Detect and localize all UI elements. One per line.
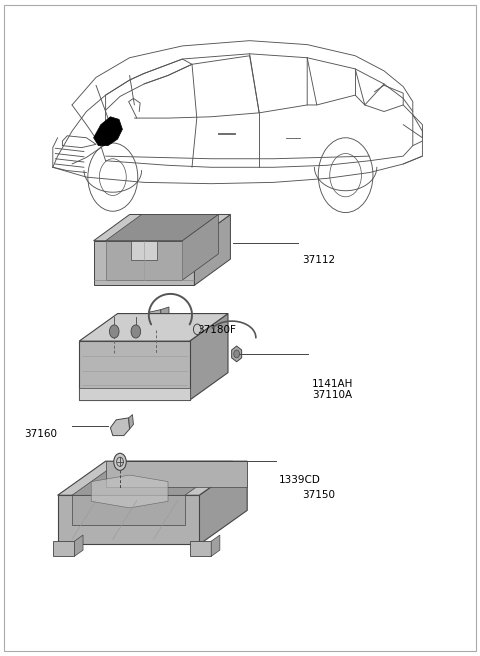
Text: 37112: 37112 [302,255,336,266]
Polygon shape [211,535,220,556]
Polygon shape [94,117,122,146]
Polygon shape [106,215,218,241]
Text: 37110A: 37110A [312,390,352,400]
Polygon shape [79,341,190,400]
Polygon shape [194,215,230,285]
Polygon shape [131,241,157,260]
Polygon shape [74,535,83,556]
Polygon shape [182,215,218,280]
Polygon shape [232,346,241,362]
Polygon shape [149,310,161,328]
Circle shape [234,350,240,358]
Text: 1339CD: 1339CD [278,475,320,485]
Polygon shape [189,321,205,340]
Text: 1141AH: 1141AH [312,379,353,389]
Polygon shape [199,461,247,544]
Polygon shape [106,241,182,280]
Polygon shape [94,215,230,241]
Polygon shape [72,495,185,525]
Polygon shape [190,541,211,556]
Polygon shape [190,314,228,400]
Polygon shape [53,541,74,556]
Polygon shape [79,388,190,400]
Text: 37180F: 37180F [197,325,236,335]
Polygon shape [106,461,247,487]
Circle shape [109,325,119,338]
Polygon shape [58,495,199,544]
Polygon shape [129,415,133,429]
Polygon shape [91,475,168,508]
Polygon shape [94,241,194,285]
Polygon shape [79,314,228,341]
Polygon shape [58,461,247,495]
Circle shape [131,325,141,338]
Text: 37160: 37160 [24,429,58,440]
Circle shape [114,453,126,470]
Polygon shape [72,461,233,495]
Polygon shape [161,307,169,327]
Text: 37150: 37150 [302,490,336,501]
Polygon shape [110,418,130,436]
